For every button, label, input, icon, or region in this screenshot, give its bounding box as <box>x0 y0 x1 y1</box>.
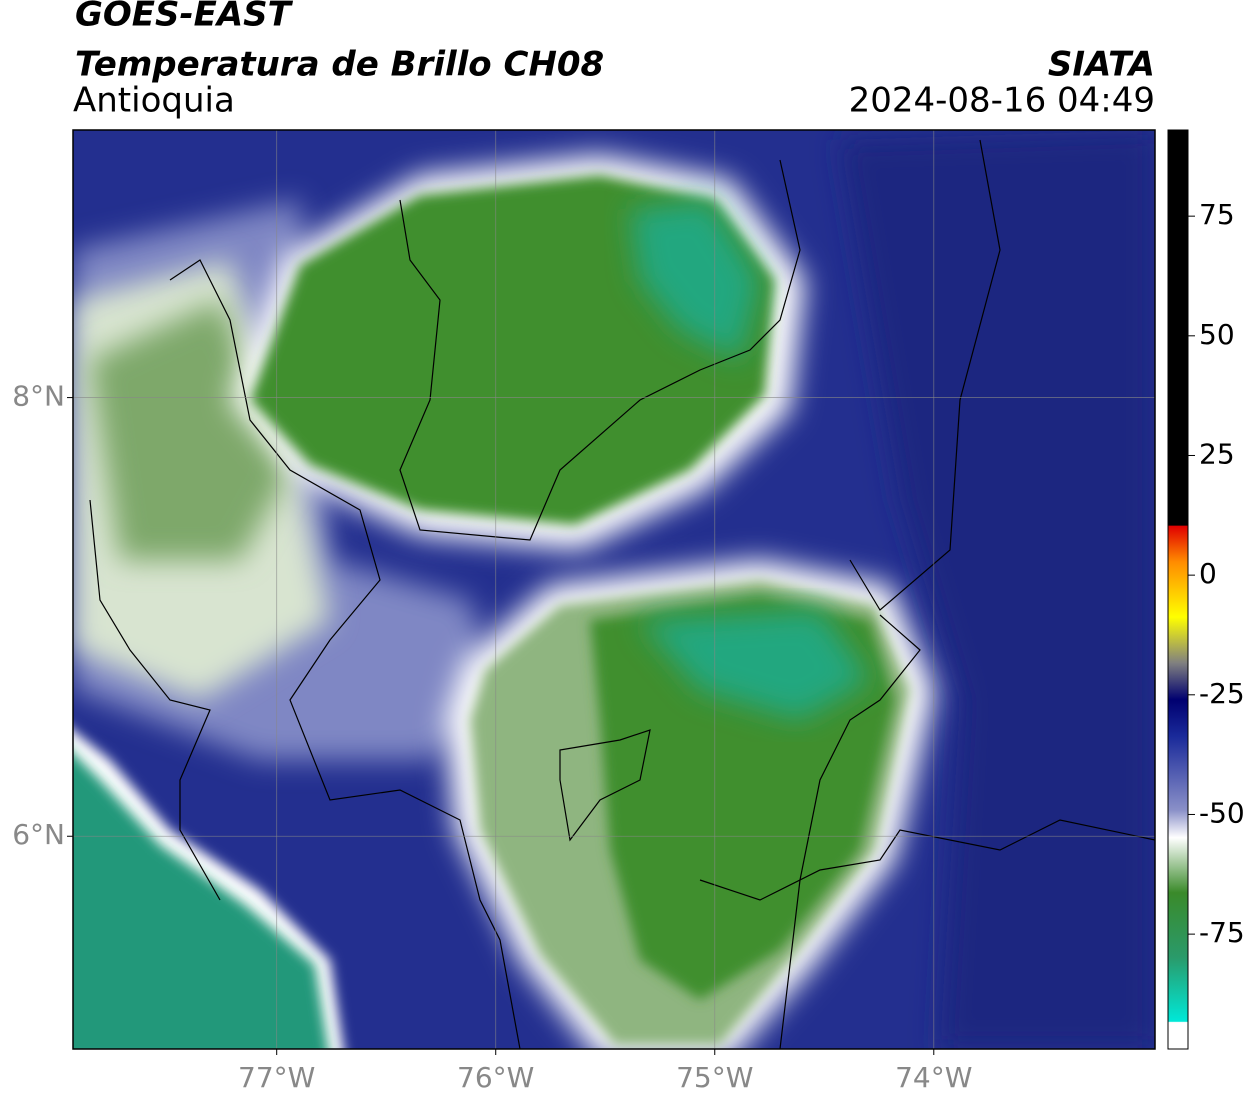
colorbar-tick-label: 25 <box>1199 437 1235 470</box>
x-tick-label: 77°W <box>238 1061 315 1094</box>
colorbar-tick-label: 50 <box>1199 318 1235 351</box>
colorbar-tick-label: -75 <box>1199 916 1245 949</box>
y-tick-label: 6°N <box>12 818 65 851</box>
borders <box>89 139 1155 1049</box>
colorbar <box>1167 129 1189 1050</box>
colorbar-tick-label: 0 <box>1199 557 1217 590</box>
satellite-image <box>73 130 1155 1049</box>
x-tick-label: 76°W <box>457 1061 534 1094</box>
colorbar-tick-label: 75 <box>1199 198 1235 231</box>
y-tick-label: 8°N <box>12 380 65 413</box>
x-tick-label: 74°W <box>895 1061 972 1094</box>
grid <box>73 130 1155 1049</box>
title: GOES-EAST <box>75 0 294 35</box>
colorbar-tick-label: -50 <box>1199 796 1245 829</box>
colorbar-tick-label: -25 <box>1199 677 1245 710</box>
region: Antioquia <box>73 81 235 121</box>
map-frame <box>72 129 1156 1050</box>
datetime: 2024-08-16 04:49 <box>849 81 1155 121</box>
source: SIATA <box>1048 45 1155 85</box>
subtitle: Temperatura de Brillo CH08 <box>75 45 604 85</box>
x-tick-label: 75°W <box>676 1061 753 1094</box>
